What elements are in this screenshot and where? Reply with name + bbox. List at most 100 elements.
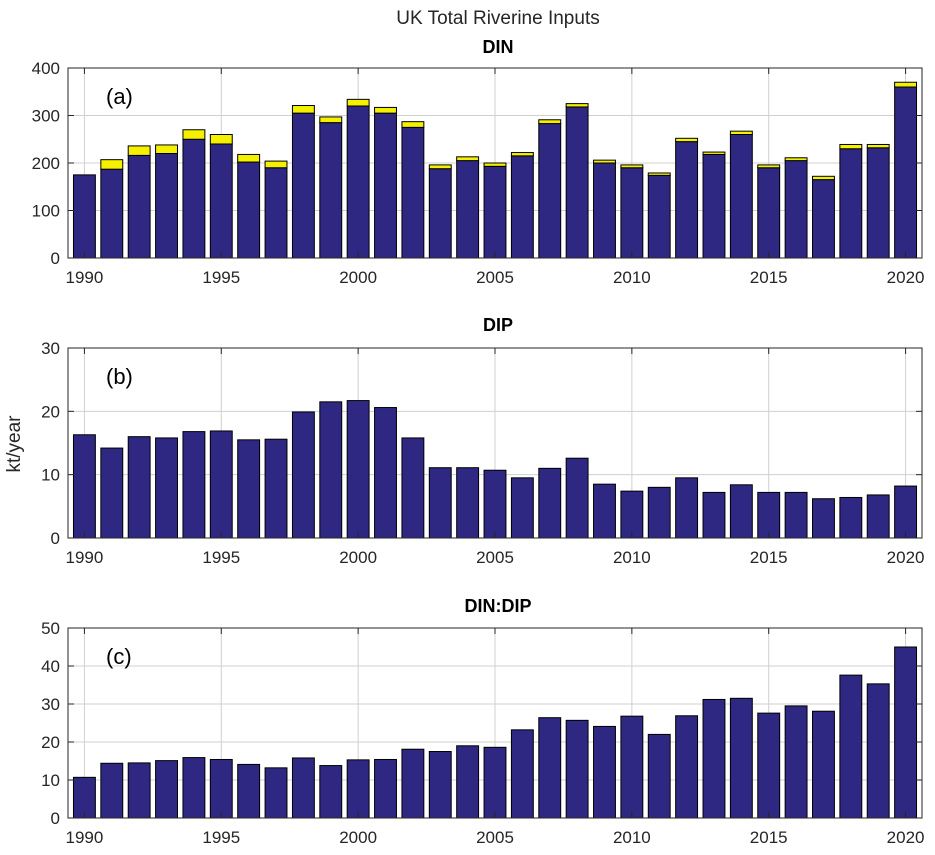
bar [620, 490, 644, 539]
bar [675, 477, 699, 539]
x-tick-label: 2015 [750, 548, 788, 567]
bar [565, 719, 589, 819]
x-tick-label: 1990 [66, 548, 104, 567]
bar [483, 746, 507, 819]
x-tick-label: 2020 [887, 268, 925, 287]
bar [72, 434, 96, 539]
bar-stack-top [812, 175, 835, 181]
y-tick-label: 100 [32, 202, 60, 221]
bar [291, 112, 315, 259]
x-tick-label: 1995 [202, 828, 240, 847]
bar [647, 486, 671, 539]
bar [100, 168, 124, 259]
bar [510, 155, 534, 259]
y-tick-label: 10 [41, 466, 60, 485]
bar [675, 715, 699, 819]
bar [757, 712, 781, 819]
bar [456, 467, 480, 539]
bar [510, 729, 534, 819]
bar [428, 467, 452, 539]
bar [565, 457, 589, 539]
bar-stack-top [894, 81, 918, 88]
bar [428, 751, 452, 819]
bar [456, 160, 480, 259]
bar [812, 710, 835, 819]
bar [866, 683, 890, 819]
bar [401, 126, 425, 259]
bar-stack-top [565, 103, 589, 108]
bar [209, 758, 233, 819]
bar [757, 167, 781, 259]
bar-stack-top [182, 129, 206, 140]
bar [729, 134, 753, 259]
bar [72, 174, 96, 259]
bar [702, 153, 726, 259]
bar-stack-top [784, 157, 808, 162]
bar-stack-top [237, 153, 261, 163]
x-tick-label: 1990 [66, 268, 104, 287]
bar [729, 484, 753, 539]
bar [374, 758, 397, 819]
y-tick-label: 50 [41, 619, 60, 638]
x-tick-label: 2010 [613, 548, 651, 567]
x-tick-label: 2010 [613, 828, 651, 847]
bar [729, 697, 753, 819]
bar [346, 400, 370, 539]
bar-stack-top [346, 98, 370, 107]
bar [264, 167, 288, 259]
y-tick-label: 200 [32, 154, 60, 173]
bar-stack-top [647, 172, 671, 176]
bar [209, 430, 233, 539]
bar-stack-top [264, 160, 288, 169]
bar-stack-top [401, 121, 425, 128]
bar [319, 122, 343, 259]
bar [291, 757, 315, 819]
bar-stack-top [155, 144, 178, 154]
bar [291, 411, 315, 539]
bar [593, 162, 616, 259]
panel-title: DIN [483, 37, 514, 57]
x-tick-label: 2000 [339, 548, 377, 567]
bar [346, 759, 370, 819]
bar [839, 148, 863, 259]
bar [757, 491, 781, 539]
bar [319, 401, 343, 539]
x-tick-label: 1990 [66, 828, 104, 847]
bar [894, 86, 918, 259]
bar-stack-top [757, 164, 781, 169]
x-tick-label: 2005 [476, 828, 514, 847]
bar [565, 106, 589, 259]
bar-stack-top [428, 164, 452, 170]
x-tick-label: 2005 [476, 548, 514, 567]
bar [784, 160, 808, 259]
bar [538, 717, 562, 819]
x-tick-label: 2010 [613, 268, 651, 287]
bar [593, 483, 616, 539]
y-tick-label: 0 [51, 249, 60, 268]
bar [839, 674, 863, 819]
x-tick-label: 1995 [202, 268, 240, 287]
bar [182, 138, 206, 259]
bar-stack-top [538, 119, 562, 125]
bar [812, 179, 835, 259]
bar [647, 733, 671, 819]
figure-title: UK Total Riverine Inputs [396, 8, 599, 29]
y-tick-label: 300 [32, 107, 60, 126]
y-tick-label: 20 [41, 733, 60, 752]
bar [401, 748, 425, 819]
panel-1: 0 100 200 300 400 1990 1995 2000 2005 2010 2015 202… [32, 37, 925, 287]
bar [456, 745, 480, 819]
bar-stack-top [127, 145, 151, 156]
x-tick-label: 2000 [339, 828, 377, 847]
bar-stack-top [675, 137, 699, 143]
y-tick-label: 20 [41, 402, 60, 421]
bar [620, 167, 644, 259]
bar [209, 143, 233, 259]
bar [483, 469, 507, 539]
y-tick-label: 0 [51, 809, 60, 828]
bar-stack-top [866, 143, 890, 149]
bar [483, 165, 507, 259]
x-tick-label: 2020 [887, 548, 925, 567]
